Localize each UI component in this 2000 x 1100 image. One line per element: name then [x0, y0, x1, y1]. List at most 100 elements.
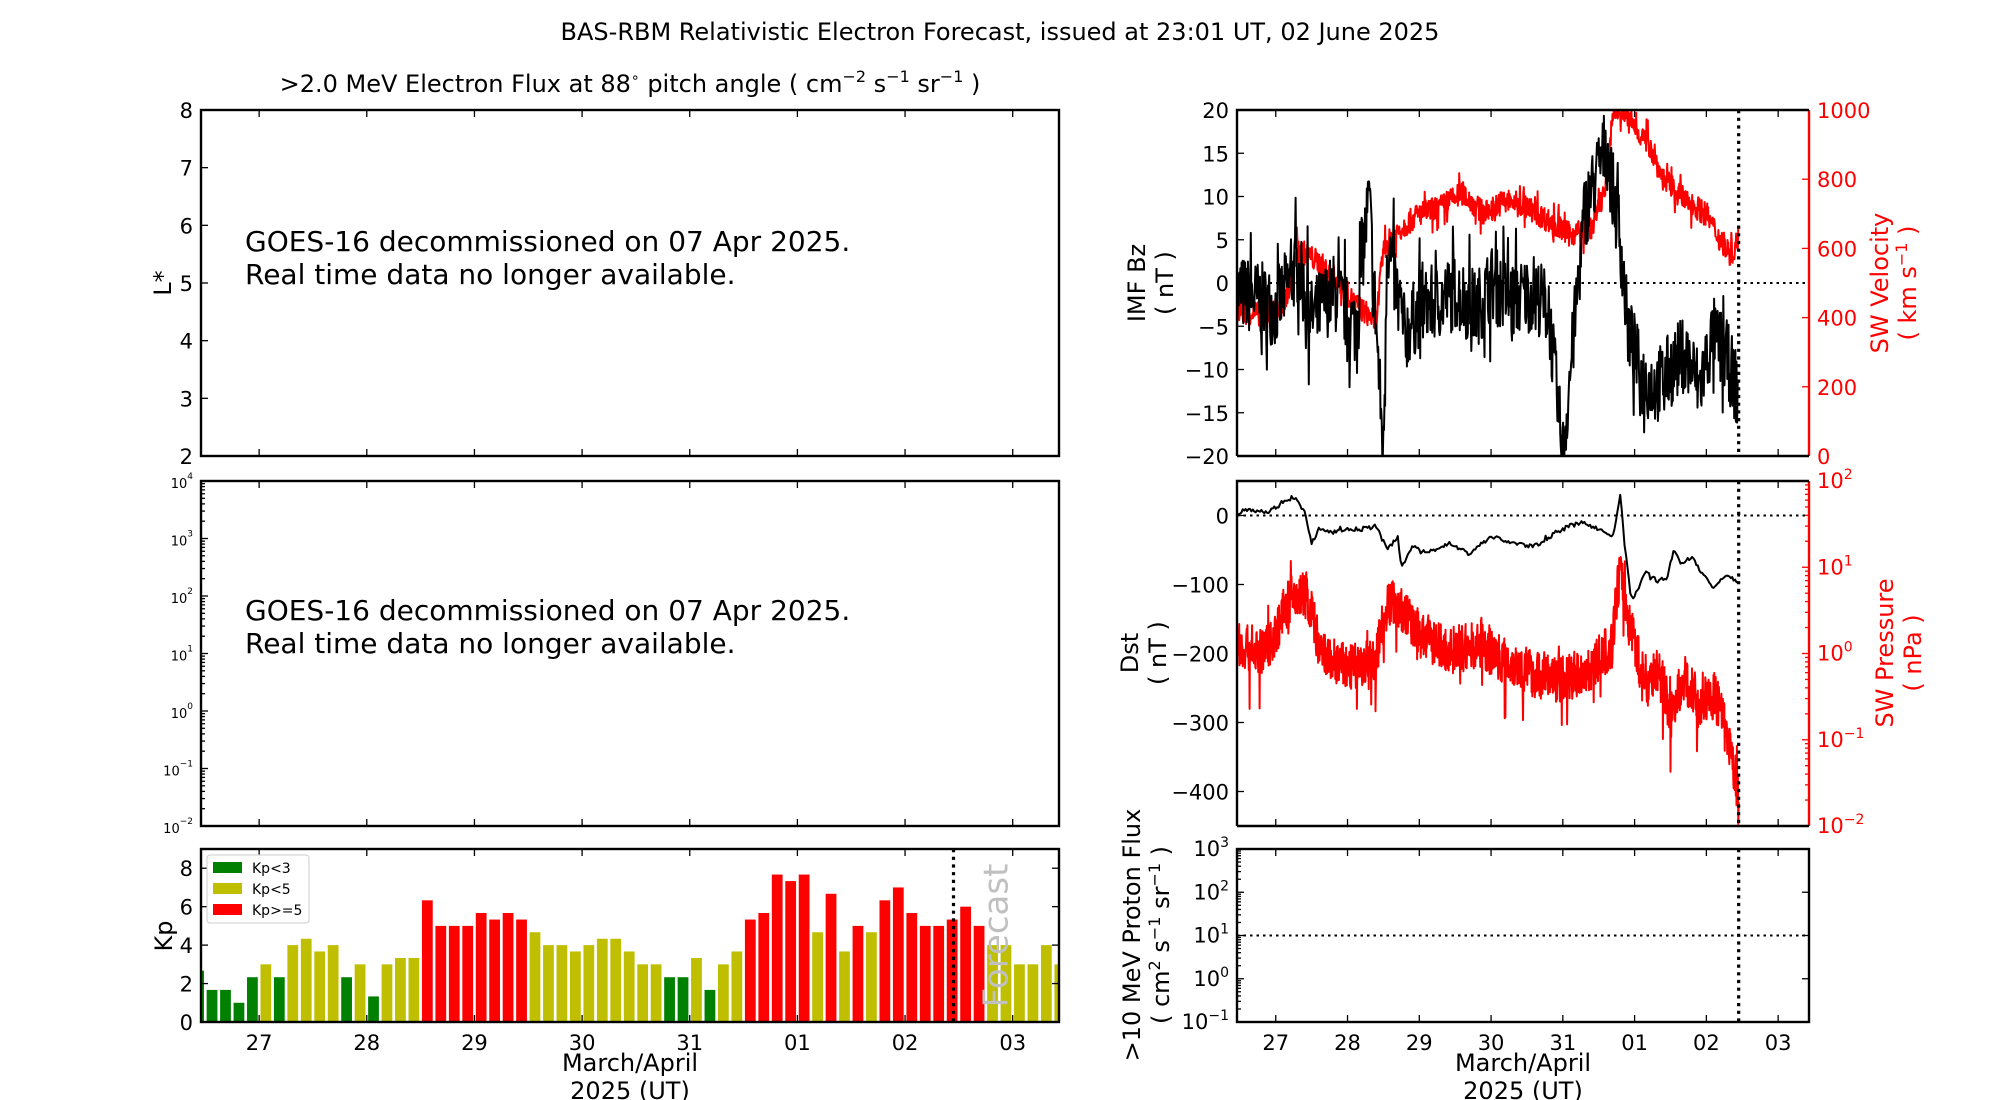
kp-bar — [233, 1002, 245, 1022]
kp-bar — [583, 945, 595, 1022]
kp-bar — [516, 919, 527, 1022]
sw-pressure-tick-label: 10−2 — [1817, 812, 1864, 838]
kp-bar — [201, 970, 204, 1022]
geo-flux-tick-label: 102 — [171, 587, 193, 607]
lstar-tick-label: 7 — [180, 157, 193, 181]
kp-axis-label: Kp — [150, 921, 178, 952]
sw-velocity-axis-label-line2: ( km s−1 ) — [1892, 226, 1922, 341]
geo-flux-tick-label: 10−1 — [163, 760, 193, 780]
kp-bar — [852, 925, 864, 1022]
geo-flux-tick-label: 103 — [171, 530, 193, 550]
kp-bar — [300, 938, 312, 1022]
kp-bar — [933, 925, 945, 1022]
kp-bar — [906, 913, 918, 1022]
x-tick-label: 31 — [1549, 1031, 1576, 1055]
proton-flux-axis-label-line2: ( cm2 s−1 sr−1 ) — [1145, 846, 1175, 1024]
panel-dst-sw-pressure: −400 −300 −200 −100 0 10−2 10−1 100 101 102 Dst (… — [1116, 467, 1927, 838]
x-tick-label: 29 — [1406, 1031, 1433, 1055]
plot-frame — [1235, 479, 1809, 828]
proton-flux-tick-label: 10−1 — [1182, 1008, 1229, 1034]
kp-bar — [395, 957, 406, 1022]
kp-bar — [731, 951, 743, 1022]
kp-bar — [623, 951, 635, 1022]
kp-bar — [960, 906, 971, 1022]
dst-series — [1236, 493, 1738, 600]
lstar-tick-label: 3 — [180, 387, 193, 411]
imf-bz-tick-label: −10 — [1185, 359, 1229, 383]
sw-velocity-axis-label-line1: SW Velocity — [1866, 213, 1894, 354]
dst-axis-label-line1: Dst — [1116, 633, 1144, 673]
kp-bar — [946, 919, 958, 1022]
proton-flux-tick-label: 100 — [1193, 965, 1229, 991]
proton-flux-tick-label: 101 — [1193, 922, 1229, 948]
plot-frame — [199, 479, 1061, 828]
kp-bar — [475, 913, 487, 1022]
kp-bar — [637, 964, 649, 1022]
kp-bar — [879, 900, 891, 1022]
kp-bar — [287, 945, 299, 1022]
kp-bar — [381, 964, 393, 1022]
x-tick-label: 29 — [461, 1031, 488, 1055]
imf-bz-tick-label: −15 — [1185, 402, 1229, 426]
kp-bar — [435, 925, 447, 1022]
kp-bar — [596, 938, 608, 1022]
legend-swatch-kp-mid — [213, 883, 242, 894]
plot-frame — [199, 847, 1061, 1024]
kp-bar — [892, 887, 904, 1022]
x-tick-label: 02 — [892, 1031, 919, 1055]
plot-frame — [1235, 108, 1809, 458]
kp-bar — [341, 977, 352, 1022]
plot-frame — [199, 108, 1061, 458]
imf-bz-tick-label: 5 — [1216, 229, 1229, 253]
x-tick-label: 01 — [784, 1031, 811, 1055]
kp-bar — [502, 913, 514, 1022]
sw-velocity-series — [1236, 109, 1740, 332]
sw-velocity-tick-label: 800 — [1817, 168, 1857, 192]
sw-pressure-tick-label: 10−1 — [1817, 726, 1864, 752]
kp-bar — [1014, 964, 1025, 1022]
kp-tick-label: 4 — [180, 934, 193, 958]
sw-velocity-tick-label: 400 — [1817, 307, 1857, 331]
imf-bz-tick-label: 0 — [1216, 272, 1229, 296]
legend-label-kp-mid: Kp<5 — [252, 882, 291, 898]
left-xaxis-label-line1: March/April — [562, 1049, 698, 1077]
sw-pressure-tick-label: 101 — [1817, 553, 1853, 579]
legend-label-kp-low: Kp<3 — [252, 861, 291, 877]
forecast-label: Forecast — [976, 864, 1016, 1008]
proton-flux-tick-label: 102 — [1193, 878, 1229, 904]
legend-swatch-kp-high — [213, 904, 242, 915]
kp-bar — [919, 925, 931, 1022]
imf-bz-series — [1236, 114, 1740, 457]
x-tick-label: 27 — [1262, 1031, 1289, 1055]
kp-bar — [771, 874, 783, 1022]
kp-bar — [408, 957, 420, 1022]
sw-velocity-tick-label: 600 — [1817, 237, 1857, 261]
dst-tick-label: −100 — [1171, 574, 1229, 598]
x-tick-label: 01 — [1621, 1031, 1648, 1055]
kp-bar — [247, 977, 258, 1022]
proton-flux-tick-label: 103 — [1193, 835, 1229, 861]
x-tick-label: 28 — [1334, 1031, 1361, 1055]
kp-bar — [556, 945, 568, 1022]
geo-flux-tick-label: 10−2 — [163, 817, 193, 837]
lstar-axis-label: L* — [149, 270, 177, 295]
sw-pressure-axis-label-line1: SW Pressure — [1871, 578, 1899, 727]
imf-bz-tick-label: −5 — [1198, 315, 1229, 339]
kp-bar — [866, 932, 877, 1022]
imf-bz-tick-label: 20 — [1202, 99, 1229, 123]
kp-bar — [462, 925, 474, 1022]
kp-bar — [664, 977, 675, 1022]
kp-bar — [260, 964, 272, 1022]
sw-pressure-tick-label: 102 — [1817, 467, 1853, 493]
kp-bar — [368, 996, 379, 1022]
x-tick-label: 03 — [1765, 1031, 1792, 1055]
imf-bz-axis-label-line1: IMF Bz — [1123, 244, 1151, 322]
kp-bar — [569, 951, 581, 1022]
sw-pressure-tick-label: 100 — [1817, 640, 1853, 666]
proton-flux-axis-label-line1: >10 MeV Proton Flux — [1118, 809, 1146, 1062]
dst-tick-label: −200 — [1171, 643, 1229, 667]
dst-axis-label-line2: ( nT ) — [1144, 621, 1172, 685]
